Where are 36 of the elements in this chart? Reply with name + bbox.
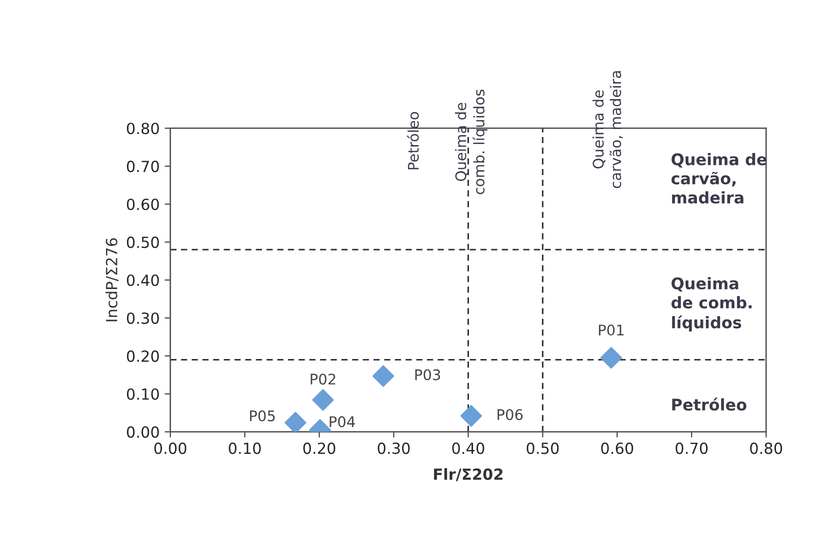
x-tick-label: 0.50 [526, 442, 559, 454]
y-tick-label: 0.40 [126, 274, 159, 286]
annotation: Queima de comb. líquidos [671, 277, 752, 332]
annotation: P06 [498, 409, 523, 420]
x-tick-label: 0.40 [452, 442, 484, 454]
y-tick-label: 0.00 [126, 426, 159, 438]
x-tick-label: 0.80 [750, 442, 782, 454]
annotation: Petróleo [672, 398, 746, 411]
y-tick-label: 0.50 [126, 236, 159, 248]
x-axis-title: Flr/Σ202 [434, 468, 502, 482]
annotation: P04 [330, 416, 355, 428]
annotation: Petróleo [406, 112, 419, 170]
point [284, 412, 306, 432]
annotation: P03 [415, 369, 440, 380]
y-tick-label: 0.30 [126, 312, 159, 324]
y-tick-label: 0.10 [126, 388, 159, 400]
annotation: P01 [598, 324, 624, 336]
x-tick-label: 0.00 [154, 442, 186, 454]
point [600, 346, 622, 369]
x-tick-label: 0.70 [676, 442, 708, 454]
point [312, 389, 334, 411]
y-tick-label: 0.60 [126, 198, 159, 210]
x-tick-label: 0.20 [303, 442, 336, 454]
annotation: Queima de comb. líquidos [455, 90, 488, 194]
annotation: P02 [310, 374, 336, 385]
x-tick-label: 0.10 [228, 442, 261, 454]
y-axis-title: IncdP/Σ276 [106, 238, 119, 322]
x-tick-label: 0.60 [601, 442, 634, 454]
x-tick-label: 0.30 [378, 442, 410, 454]
y-tick-label: 0.80 [126, 122, 159, 134]
annotation: Queima de carvão, madeira [592, 71, 623, 188]
y-tick-label: 0.20 [126, 350, 159, 362]
y-tick-label: 0.70 [126, 160, 159, 172]
annotation: P05 [250, 410, 275, 422]
point [372, 365, 394, 387]
point [460, 405, 482, 427]
